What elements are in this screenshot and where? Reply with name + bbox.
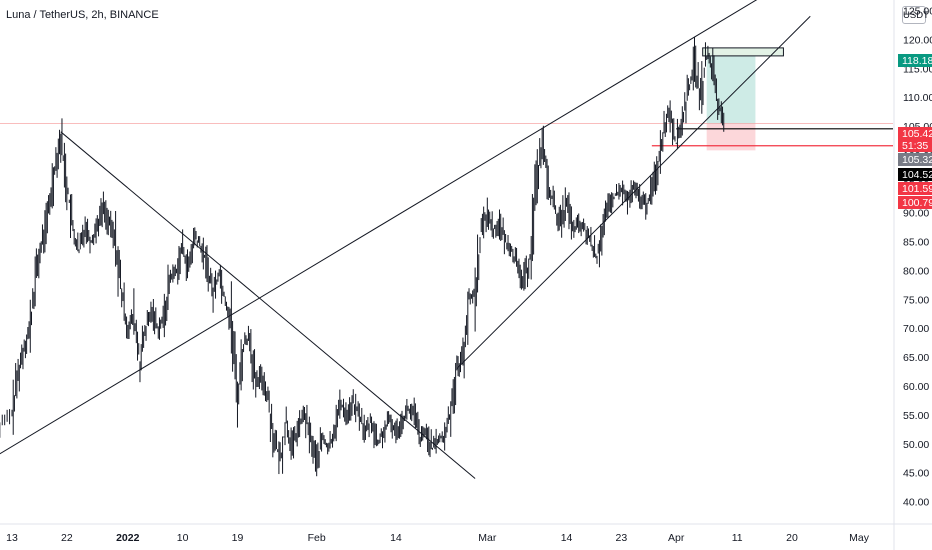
time-tick-label: 2022 xyxy=(116,532,140,544)
price-tick-label: 60.00 xyxy=(903,381,929,393)
price-badge-label: 104.52 xyxy=(902,169,932,181)
trendline xyxy=(0,0,758,455)
price-badge-label: 105.32 xyxy=(902,154,932,166)
price-tick-label: 120.00 xyxy=(903,34,932,46)
plot-area xyxy=(0,0,893,479)
price-badge xyxy=(898,168,932,181)
price-badge-label: 101.59 xyxy=(902,183,932,195)
time-tick-label: Feb xyxy=(308,532,326,544)
price-badge xyxy=(898,182,932,195)
price-tick-label: 110.00 xyxy=(903,92,932,104)
time-tick-label: May xyxy=(849,532,870,544)
price-badge xyxy=(898,127,932,140)
price-badge-label: 100.79 xyxy=(902,197,932,209)
time-tick-label: 14 xyxy=(390,532,402,544)
price-tick-label: 50.00 xyxy=(903,439,929,451)
price-tick-label: 45.00 xyxy=(903,468,929,480)
price-tick-label: 65.00 xyxy=(903,352,929,364)
price-badge xyxy=(898,54,932,67)
price-tick-label: 85.00 xyxy=(903,237,929,249)
price-badge xyxy=(898,196,932,209)
time-tick-label: 13 xyxy=(6,532,18,544)
time-axis: 13 22 2022 10 19 Feb 14 Mar 14 23 Apr 11 20 May xyxy=(0,523,932,544)
time-tick-label: Apr xyxy=(668,532,685,544)
price-tick-label: 75.00 xyxy=(903,294,929,306)
price-tick-label: 70.00 xyxy=(903,323,929,335)
price-tick-label: 40.00 xyxy=(903,497,929,509)
price-tick-label: 125.00 xyxy=(903,5,932,17)
trendline xyxy=(60,131,476,479)
position-stop-zone xyxy=(706,123,756,151)
price-tick-label: 80.00 xyxy=(903,265,929,277)
time-tick-label: Mar xyxy=(478,532,497,544)
time-tick-label: 22 xyxy=(61,532,73,544)
target-box xyxy=(702,47,784,57)
time-tick-label: 10 xyxy=(177,532,189,544)
time-tick-label: 20 xyxy=(786,532,798,544)
price-axis: 125.00120.00115.00110.00105.00100.0095.0… xyxy=(893,0,932,550)
time-tick-label: 11 xyxy=(732,532,743,544)
currency-badge[interactable]: USDT xyxy=(902,6,929,24)
price-badge xyxy=(898,153,932,166)
price-badge xyxy=(898,139,932,152)
price-badge-label: 51:35 xyxy=(902,140,928,152)
price-tick-label: 55.00 xyxy=(903,410,929,422)
price-badge-label: 118.18 xyxy=(902,55,932,67)
trendline xyxy=(456,15,811,370)
price-badge-label: 105.42 xyxy=(902,128,932,140)
price-tick-label: 90.00 xyxy=(903,208,929,220)
chart-title: Luna / TetherUS, 2h, BINANCE xyxy=(6,9,159,21)
time-tick-label: 14 xyxy=(561,532,573,544)
time-tick-label: 23 xyxy=(616,532,628,544)
time-tick-label: 19 xyxy=(232,532,244,544)
